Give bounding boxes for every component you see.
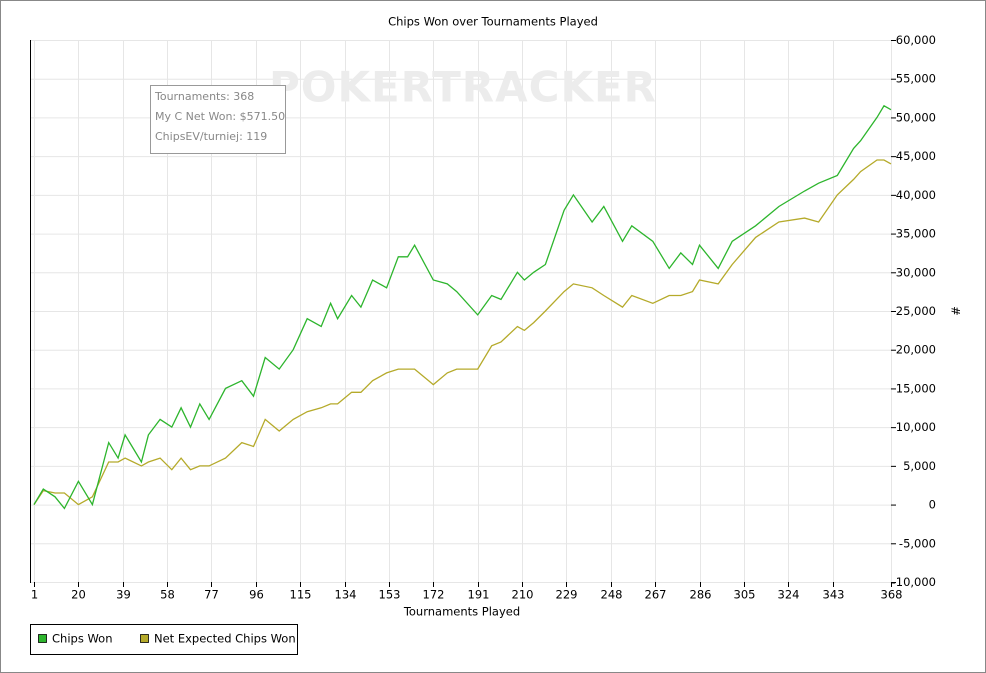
x-tick-label: 153	[379, 588, 401, 602]
tooltip-box	[150, 85, 286, 154]
y-tick-label: 50,000	[896, 110, 936, 124]
x-tick-label: 20	[71, 588, 86, 602]
tooltip-text: My C Net Won: $571.50	[155, 110, 285, 123]
y-tick-label: 0	[929, 498, 936, 512]
legend-label: Chips Won	[52, 632, 112, 646]
legend-label: Net Expected Chips Won	[154, 632, 296, 646]
x-tick-label: 39	[116, 588, 131, 602]
series-line	[33, 104, 892, 510]
y-tick-label: 60,000	[896, 33, 936, 47]
x-tick-label: 229	[556, 588, 578, 602]
tooltip-text: ChipsEV/turniej: 119	[155, 130, 267, 143]
y-tick-label: 15,000	[896, 381, 936, 395]
legend-swatch	[140, 634, 149, 643]
x-tick-label: 172	[423, 588, 445, 602]
y-tick-label: 40,000	[896, 188, 936, 202]
x-tick-label: 210	[512, 588, 534, 602]
y-tick-label: -10,000	[892, 575, 936, 589]
x-tick-label: 77	[204, 588, 219, 602]
y-tick-label: 35,000	[896, 227, 936, 241]
x-tick-label: 134	[335, 588, 357, 602]
y-tick-label: 25,000	[896, 304, 936, 318]
x-tick-label: 286	[690, 588, 712, 602]
y-tick-label: 5,000	[903, 459, 936, 473]
y-tick-label: 10,000	[896, 420, 936, 434]
x-tick-label: 343	[823, 588, 845, 602]
y-tick-label: 55,000	[896, 72, 936, 86]
legend-swatch	[38, 634, 47, 643]
x-tick-label: 96	[249, 588, 264, 602]
x-tick-label: 115	[290, 588, 312, 602]
y-tick-label: 20,000	[896, 343, 936, 357]
x-tick-label: 248	[601, 588, 623, 602]
x-tick-label: 305	[734, 588, 756, 602]
x-tick-label: 368	[881, 588, 903, 602]
y-tick-label: 30,000	[896, 265, 936, 279]
chart-title: Chips Won over Tournaments Played	[388, 15, 598, 29]
watermark: POKERTRACKER	[269, 63, 657, 112]
x-tick-label: 1	[31, 588, 38, 602]
tooltip: Tournaments: 368 My C Net Won: $571.50 C…	[150, 85, 286, 154]
x-axis-label: Tournaments Played	[403, 605, 520, 619]
y-tick-label: 45,000	[896, 149, 936, 163]
series-line	[33, 159, 892, 506]
x-tick-label: 324	[778, 588, 800, 602]
x-tick-label: 191	[468, 588, 490, 602]
tooltip-text: Tournaments: 368	[154, 90, 254, 103]
y-axis-label: #	[949, 306, 963, 316]
legend	[30, 624, 298, 655]
x-tick-label: 267	[645, 588, 667, 602]
x-tick-label: 58	[160, 588, 175, 602]
y-tick-label: -5,000	[899, 536, 936, 550]
